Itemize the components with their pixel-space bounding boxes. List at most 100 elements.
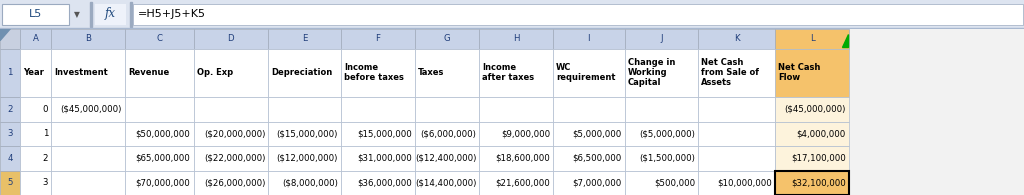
Bar [553,97,625,122]
Text: $15,000,000: $15,000,000 [357,129,412,138]
Polygon shape [842,34,848,47]
Bar [553,29,625,49]
Text: 2: 2 [7,105,13,114]
Text: Net Cash
Flow: Net Cash Flow [778,63,820,82]
Bar [553,146,625,171]
Bar [133,4,1023,25]
Text: F: F [376,34,380,43]
Bar [553,49,625,97]
Bar [775,146,849,171]
Bar [698,29,775,49]
Text: WC
requirement: WC requirement [556,63,615,82]
Text: 5: 5 [7,178,13,187]
Text: $31,000,000: $31,000,000 [357,154,412,163]
Bar [125,146,194,171]
Bar [415,97,479,122]
Bar [698,49,775,97]
Bar [0,171,20,195]
Bar [0,97,20,122]
Text: $50,000,000: $50,000,000 [136,129,190,138]
Bar [51,29,125,49]
Text: 3: 3 [43,178,48,187]
Bar [268,29,341,49]
Text: 3: 3 [7,129,13,138]
Text: L: L [810,34,814,43]
Text: $65,000,000: $65,000,000 [136,154,190,163]
Text: ($12,000,000): ($12,000,000) [276,154,338,163]
Text: =H5+J5+K5: =H5+J5+K5 [138,9,206,19]
Text: $6,500,000: $6,500,000 [572,154,622,163]
Bar [51,171,125,195]
Bar [268,146,341,171]
Bar [20,97,51,122]
Text: 0: 0 [43,105,48,114]
Text: ($8,000,000): ($8,000,000) [282,178,338,187]
Bar [775,171,849,195]
Bar [415,171,479,195]
Bar [775,122,849,146]
Text: Income
before taxes: Income before taxes [344,63,403,82]
Text: B: B [85,34,91,43]
Bar [0,49,20,97]
Bar [553,122,625,146]
Bar [90,2,92,27]
Text: $4,000,000: $4,000,000 [797,129,846,138]
Text: $70,000,000: $70,000,000 [136,178,190,187]
Bar [268,122,341,146]
Text: $5,000,000: $5,000,000 [572,129,622,138]
Bar [194,29,268,49]
Bar [0,122,20,146]
Text: $36,000,000: $36,000,000 [357,178,412,187]
Bar [625,49,698,97]
Bar [625,29,698,49]
Text: E: E [302,34,307,43]
Text: ($45,000,000): ($45,000,000) [784,105,846,114]
Bar [775,49,849,97]
Text: ▼: ▼ [74,11,80,20]
Text: Net Cash
from Sale of
Assets: Net Cash from Sale of Assets [701,58,760,87]
Text: J: J [660,34,663,43]
Bar [2,4,69,25]
Text: $21,600,000: $21,600,000 [496,178,550,187]
Bar [20,146,51,171]
Text: Year: Year [24,68,44,77]
Text: 1: 1 [7,68,13,77]
Bar [479,49,553,97]
Bar [775,29,849,49]
Bar [625,122,698,146]
Bar [625,171,698,195]
Bar [479,29,553,49]
Bar [51,146,125,171]
Bar [268,49,341,97]
Bar [20,49,51,97]
Text: ($5,000,000): ($5,000,000) [639,129,695,138]
Bar [553,171,625,195]
Bar [51,122,125,146]
Bar [415,122,479,146]
Bar [0,29,20,49]
Bar [479,122,553,146]
Text: Op. Exp: Op. Exp [197,68,232,77]
Bar [20,171,51,195]
Bar [341,29,415,49]
Bar [341,49,415,97]
Text: 4: 4 [7,154,13,163]
Bar [479,97,553,122]
Bar [341,171,415,195]
Bar [194,171,268,195]
Bar [625,146,698,171]
Bar [341,97,415,122]
Bar [479,146,553,171]
Text: $18,600,000: $18,600,000 [496,154,550,163]
Bar [415,29,479,49]
Text: ($1,500,000): ($1,500,000) [639,154,695,163]
Text: 1: 1 [43,129,48,138]
Bar [625,97,698,122]
Text: $17,100,000: $17,100,000 [792,154,846,163]
Bar [194,122,268,146]
Text: C: C [157,34,162,43]
Text: G: G [443,34,451,43]
Bar [194,97,268,122]
Text: 2: 2 [43,154,48,163]
Bar [415,146,479,171]
